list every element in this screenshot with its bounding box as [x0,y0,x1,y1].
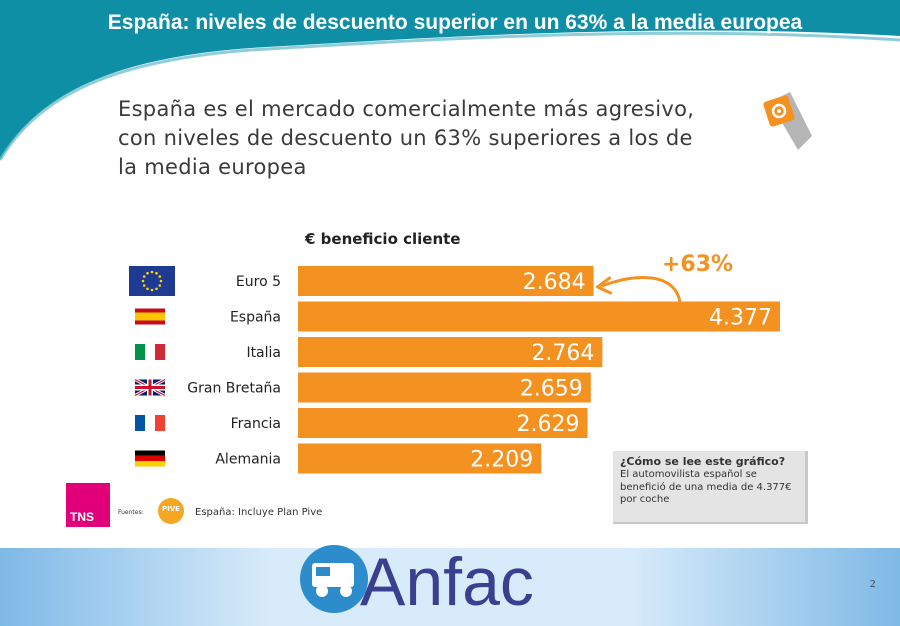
header-band [0,0,900,161]
category-label: Gran Bretaña [187,381,281,397]
bar-0 [298,266,594,296]
bar-1 [298,301,780,332]
anfac-logo: Anfac [300,544,534,620]
bar-5 [298,443,542,474]
bar-2 [298,337,603,367]
pive-logo-text: PIVE [162,505,180,513]
category-label: Francia [231,416,281,432]
bar-value-label: 2.629 [517,412,580,437]
eu-flag-icon [129,266,175,296]
tns-logo-text: TNS [70,510,94,524]
anfac-logo-text: Anfac [360,544,534,620]
uk-flag-icon [134,378,166,397]
source-label: Fuentes: [118,509,144,516]
reading-note-body: El automovilista español se benefició de… [620,469,792,505]
delta-arrowhead [596,276,613,295]
price-tag-icon [763,92,812,150]
category-label: Euro 5 [236,274,281,290]
france-flag-icon [135,415,165,431]
slide-title: España: niveles de descuento superior en… [107,11,803,34]
delta-annotation: +63% [662,252,734,277]
tns-logo: TNS [66,483,110,527]
bar-value-label: 2.764 [531,341,594,366]
bar-value-label: 2.684 [523,270,586,295]
reading-note-heading: ¿Cómo se lee este gráfico? [620,455,786,468]
bar-3 [298,372,591,403]
chart-title: € beneficio cliente [305,230,461,248]
pive-logo-icon: PIVE [158,498,184,524]
bar-value-label: 2.209 [470,448,533,473]
germany-flag-icon [135,450,165,467]
spain-flag-icon [135,308,165,325]
italy-flag-icon [135,344,165,360]
bar-value-label: 2.659 [520,377,583,402]
source-footnote: España: Incluye Plan Pive [195,507,323,518]
slide-subtitle: España es el mercado comercialmente más … [118,97,695,179]
reading-note: ¿Cómo se lee este gráfico? El automovili… [613,451,808,524]
category-label: Alemania [215,452,281,468]
bar-value-label: 4.377 [709,306,772,331]
page-number: 2 [870,578,876,590]
category-label: Italia [246,345,281,361]
bar-4 [298,408,588,438]
footer-band [0,548,900,626]
category-label: España [230,310,281,326]
delta-arrow [601,276,682,303]
